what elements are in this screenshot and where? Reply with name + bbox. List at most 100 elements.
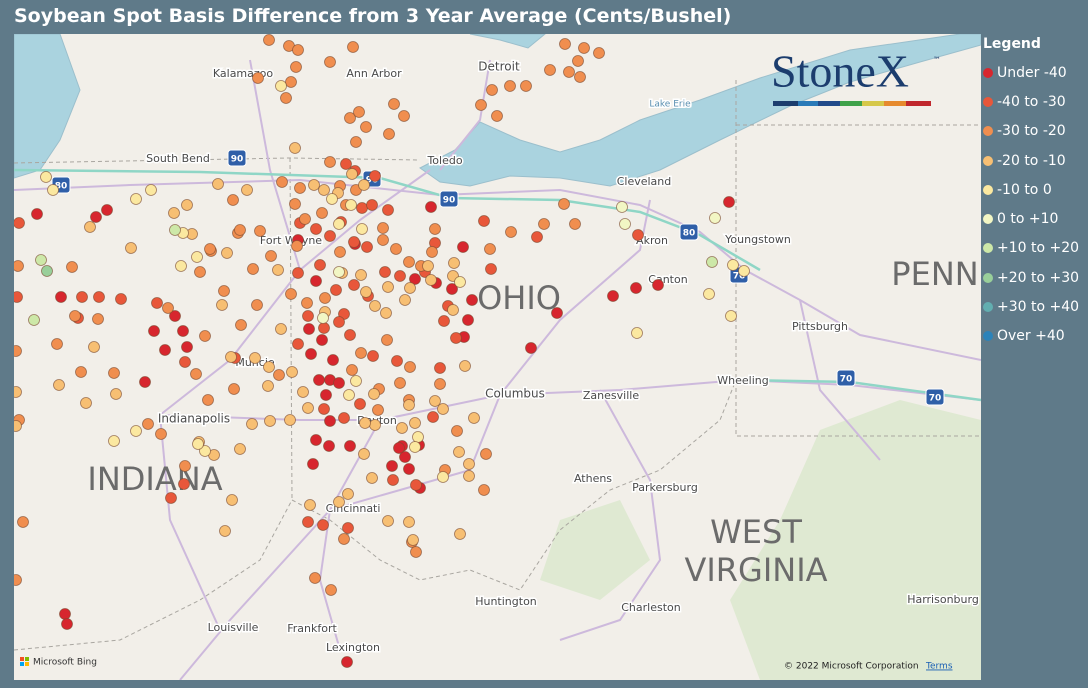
location-dot[interactable] (324, 56, 336, 68)
location-dot[interactable] (155, 428, 167, 440)
location-dot[interactable] (462, 314, 474, 326)
location-dot[interactable] (403, 256, 415, 268)
location-dot[interactable] (320, 389, 332, 401)
location-dot[interactable] (249, 352, 261, 364)
location-dot[interactable] (317, 519, 329, 531)
location-dot[interactable] (382, 281, 394, 293)
location-dot[interactable] (478, 215, 490, 227)
location-dot[interactable] (28, 314, 40, 326)
location-dot[interactable] (110, 388, 122, 400)
location-dot[interactable] (292, 44, 304, 56)
location-dot[interactable] (593, 47, 605, 59)
location-dot[interactable] (578, 42, 590, 54)
location-dot[interactable] (459, 360, 471, 372)
location-dot[interactable] (145, 184, 157, 196)
location-dot[interactable] (75, 366, 87, 378)
location-dot[interactable] (179, 356, 191, 368)
location-dot[interactable] (486, 84, 498, 96)
location-dot[interactable] (101, 204, 113, 216)
location-dot[interactable] (394, 377, 406, 389)
location-dot[interactable] (437, 403, 449, 415)
location-dot[interactable] (40, 171, 52, 183)
location-dot[interactable] (422, 260, 434, 272)
location-dot[interactable] (275, 323, 287, 335)
location-dot[interactable] (377, 222, 389, 234)
location-dot[interactable] (216, 299, 228, 311)
location-dot[interactable] (309, 572, 321, 584)
location-dot[interactable] (346, 364, 358, 376)
location-dot[interactable] (706, 256, 718, 268)
location-dot[interactable] (572, 55, 584, 67)
location-dot[interactable] (234, 443, 246, 455)
location-dot[interactable] (264, 415, 276, 427)
location-dot[interactable] (369, 170, 381, 182)
location-dot[interactable] (41, 265, 53, 277)
location-dot[interactable] (292, 338, 304, 350)
location-dot[interactable] (631, 327, 643, 339)
location-dot[interactable] (319, 292, 331, 304)
location-dot[interactable] (221, 247, 233, 259)
location-dot[interactable] (108, 367, 120, 379)
location-dot[interactable] (169, 310, 181, 322)
location-dot[interactable] (348, 279, 360, 291)
location-dot[interactable] (341, 656, 353, 668)
location-dot[interactable] (396, 422, 408, 434)
location-dot[interactable] (228, 383, 240, 395)
location-dot[interactable] (286, 366, 298, 378)
location-dot[interactable] (289, 142, 301, 154)
location-dot[interactable] (709, 212, 721, 224)
location-dot[interactable] (344, 440, 356, 452)
location-dot[interactable] (108, 435, 120, 447)
location-dot[interactable] (318, 184, 330, 196)
location-dot[interactable] (327, 354, 339, 366)
location-dot[interactable] (367, 350, 379, 362)
location-dot[interactable] (394, 270, 406, 282)
location-dot[interactable] (520, 80, 532, 92)
legend-item[interactable]: +20 to +30 (983, 263, 1079, 292)
location-dot[interactable] (410, 546, 422, 558)
location-dot[interactable] (317, 312, 329, 324)
location-dot[interactable] (652, 279, 664, 291)
location-dot[interactable] (340, 158, 352, 170)
location-dot[interactable] (17, 516, 29, 528)
location-dot[interactable] (544, 64, 556, 76)
location-dot[interactable] (361, 241, 373, 253)
location-dot[interactable] (181, 341, 193, 353)
location-dot[interactable] (504, 80, 516, 92)
location-dot[interactable] (369, 419, 381, 431)
location-dot[interactable] (525, 342, 537, 354)
location-dot[interactable] (403, 463, 415, 475)
location-dot[interactable] (165, 492, 177, 504)
location-dot[interactable] (254, 225, 266, 237)
location-dot[interactable] (407, 534, 419, 546)
location-dot[interactable] (263, 34, 275, 46)
location-dot[interactable] (355, 347, 367, 359)
location-dot[interactable] (262, 380, 274, 392)
location-dot[interactable] (559, 38, 571, 50)
location-dot[interactable] (14, 217, 25, 229)
location-dot[interactable] (181, 199, 193, 211)
location-dot[interactable] (202, 394, 214, 406)
location-dot[interactable] (168, 207, 180, 219)
location-dot[interactable] (294, 182, 306, 194)
location-dot[interactable] (272, 264, 284, 276)
location-dot[interactable] (463, 470, 475, 482)
location-dot[interactable] (360, 121, 372, 133)
location-dot[interactable] (175, 260, 187, 272)
location-dot[interactable] (61, 618, 73, 630)
location-dot[interactable] (354, 398, 366, 410)
location-dot[interactable] (404, 282, 416, 294)
location-dot[interactable] (125, 242, 137, 254)
location-dot[interactable] (426, 246, 438, 258)
location-dot[interactable] (139, 376, 151, 388)
location-dot[interactable] (318, 403, 330, 415)
location-dot[interactable] (275, 80, 287, 92)
legend-item[interactable]: Over +40 (983, 322, 1079, 351)
location-dot[interactable] (305, 348, 317, 360)
location-dot[interactable] (115, 293, 127, 305)
location-dot[interactable] (318, 322, 330, 334)
legend-item[interactable]: -30 to -20 (983, 117, 1079, 146)
location-dot[interactable] (343, 389, 355, 401)
location-dot[interactable] (387, 474, 399, 486)
location-dot[interactable] (333, 316, 345, 328)
